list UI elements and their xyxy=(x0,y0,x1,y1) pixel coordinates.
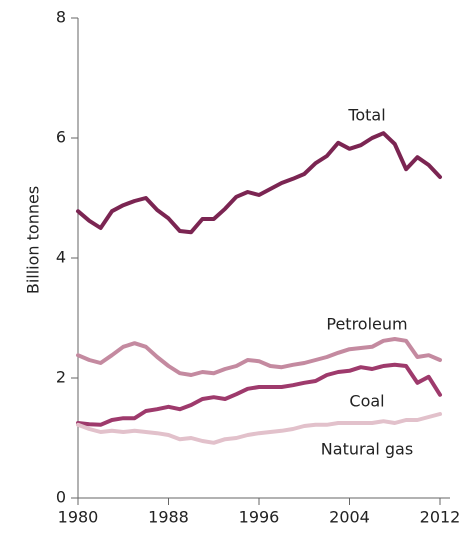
y-axis-label: Billion tonnes xyxy=(24,186,43,294)
x-tick-label: 1996 xyxy=(239,508,280,527)
series-label: Coal xyxy=(349,392,384,411)
y-tick-label: 4 xyxy=(56,248,66,267)
series-line xyxy=(76,337,442,377)
y-tick-label: 8 xyxy=(56,8,66,27)
x-tick-label: 1988 xyxy=(148,508,189,527)
series-label: Natural gas xyxy=(321,440,413,459)
series-line xyxy=(76,412,442,445)
series-line xyxy=(76,131,442,235)
series-label: Total xyxy=(347,106,385,125)
series-line xyxy=(76,362,442,427)
x-tick-label: 2012 xyxy=(420,508,461,527)
y-tick-label: 2 xyxy=(56,368,66,387)
x-tick-label: 1980 xyxy=(58,508,99,527)
y-tick-label: 6 xyxy=(56,128,66,147)
y-tick-label: 0 xyxy=(56,488,66,507)
series-label: Petroleum xyxy=(326,315,407,334)
x-tick-label: 2004 xyxy=(329,508,370,527)
